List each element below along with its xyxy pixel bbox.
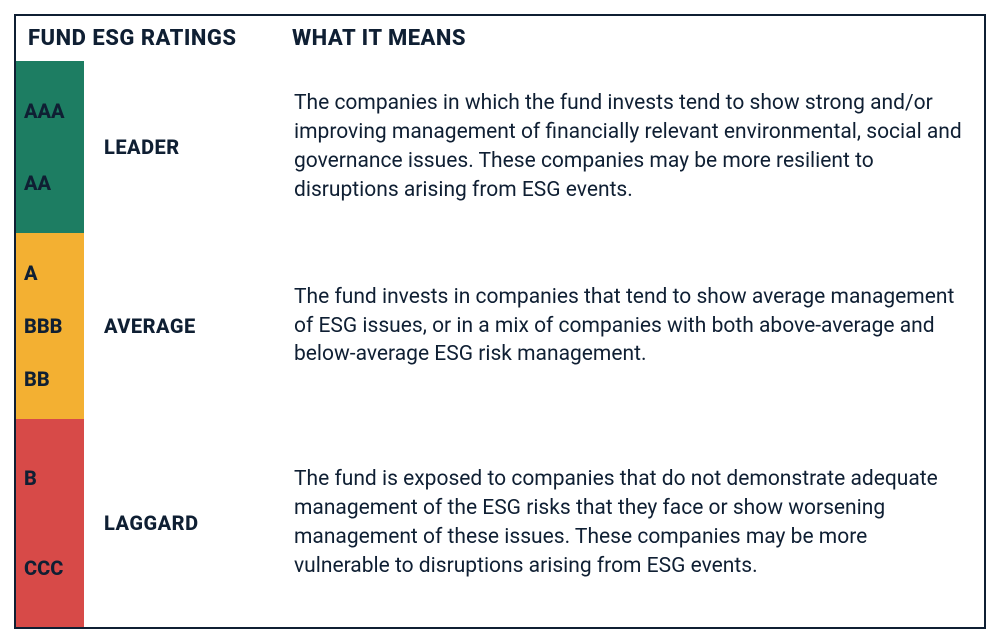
rating-code: BBB (24, 315, 78, 337)
tier-label-leader: LEADER (104, 135, 180, 159)
tier-desc-laggard: The fund is exposed to companies that do… (294, 465, 968, 581)
rating-code: B (24, 467, 78, 489)
table-body: AAA AA LEADER The companies in which the… (16, 61, 984, 627)
tier-desc-col: The companies in which the fund invests … (280, 61, 984, 233)
rating-code: A (24, 262, 78, 284)
tier-desc-col: The fund invests in companies that tend … (280, 233, 984, 419)
tier-label-laggard: LAGGARD (104, 511, 199, 535)
rating-code: AAA (24, 100, 78, 122)
table-header-row: FUND ESG RATINGS WHAT IT MEANS (16, 16, 984, 61)
rating-code: BB (24, 368, 78, 390)
tier-label-average: AVERAGE (104, 314, 196, 338)
rating-color-laggard: B CCC (16, 419, 84, 627)
header-ratings: FUND ESG RATINGS (28, 26, 278, 51)
tier-row-laggard: B CCC LAGGARD The fund is exposed to com… (16, 419, 984, 627)
tier-label-col: LEADER (84, 61, 280, 233)
esg-ratings-table: FUND ESG RATINGS WHAT IT MEANS AAA AA LE… (14, 14, 986, 629)
rating-code: AA (24, 172, 78, 194)
tier-label-col: AVERAGE (84, 233, 280, 419)
rating-color-leader: AAA AA (16, 61, 84, 233)
tier-desc-col: The fund is exposed to companies that do… (280, 419, 984, 627)
tier-row-leader: AAA AA LEADER The companies in which the… (16, 61, 984, 233)
header-meaning: WHAT IT MEANS (278, 26, 972, 51)
tier-label-col: LAGGARD (84, 419, 280, 627)
tier-row-average: A BBB BB AVERAGE The fund invests in com… (16, 233, 984, 419)
rating-code: CCC (24, 557, 78, 579)
rating-color-average: A BBB BB (16, 233, 84, 419)
tier-desc-average: The fund invests in companies that tend … (294, 283, 968, 370)
tier-desc-leader: The companies in which the fund invests … (294, 89, 968, 205)
